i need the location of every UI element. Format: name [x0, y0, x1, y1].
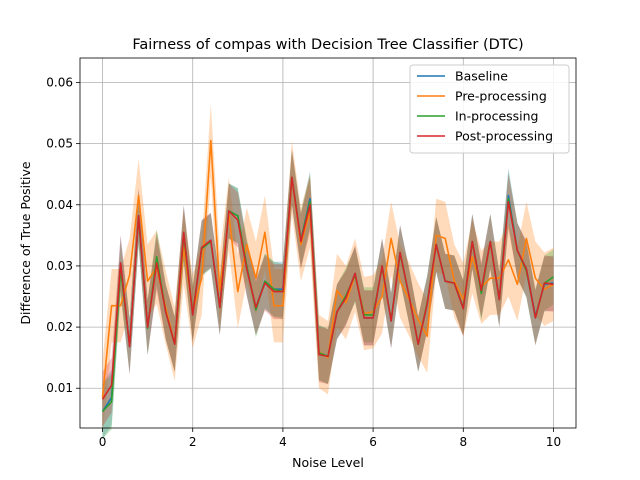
- y-tick-label: 0.05: [46, 137, 73, 151]
- series-line: [101, 176, 554, 400]
- x-tick-label: 10: [546, 435, 561, 449]
- x-axis-label: Noise Level: [292, 455, 364, 470]
- y-tick-label: 0.04: [46, 198, 73, 212]
- y-tick-label: 0.01: [46, 381, 73, 395]
- legend-items: Baseline Pre-processing In-processing Post-…: [417, 69, 553, 144]
- chart-title: Fairness of compas with Decision Tree Cl…: [132, 37, 523, 53]
- legend: Baseline Pre-processing In-processing Post-…: [409, 64, 570, 154]
- confidence-band: [102, 149, 554, 439]
- y-tick-label: 0.06: [46, 75, 73, 89]
- y-tick-label: 0.02: [46, 320, 73, 334]
- y-tick-label: 0.03: [46, 259, 73, 273]
- plot-frame: [79, 57, 577, 429]
- x-tick-label: 6: [369, 435, 377, 449]
- legend-label: In-processing: [455, 109, 538, 124]
- confidence-band: [102, 149, 554, 439]
- confidence-bands: [102, 103, 554, 439]
- legend-label: Post-processing: [455, 129, 553, 144]
- series-lines: [101, 139, 554, 413]
- x-tick-label: 0: [99, 435, 107, 449]
- y-axis-label: Difference of True Positive: [18, 161, 33, 324]
- legend-label: Pre-processing: [455, 89, 547, 104]
- x-tick-label: 2: [189, 435, 197, 449]
- x-tick-label: 8: [459, 435, 467, 449]
- confidence-band: [102, 103, 554, 435]
- x-tick-label: 4: [279, 435, 287, 449]
- confidence-band: [102, 149, 554, 427]
- legend-label: Baseline: [455, 69, 508, 84]
- legend-box: [409, 64, 570, 154]
- axis-ticks: 0 2 4 6 8 10 0.01 0.02 0.03 0.04 0.05 0.06: [46, 75, 561, 449]
